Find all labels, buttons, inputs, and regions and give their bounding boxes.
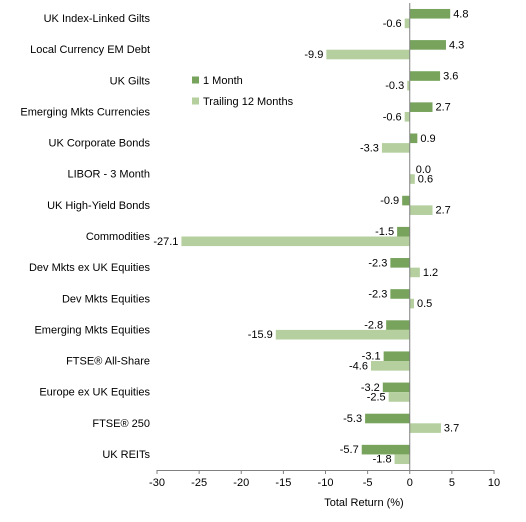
bar-trailing-12-months: [381, 143, 410, 153]
bar-1-month: [397, 226, 410, 237]
category-label: FTSE® All-Share: [66, 356, 150, 368]
x-tick-label: -20: [233, 477, 249, 489]
data-label: 2.7: [435, 205, 450, 217]
x-tick-label: 10: [488, 477, 500, 489]
bar-1-month: [390, 289, 410, 299]
data-label: -27.1: [153, 236, 178, 248]
data-label: -3.1: [362, 351, 381, 363]
data-label: -5.7: [340, 444, 359, 456]
data-label: -9.9: [304, 49, 323, 61]
bar-trailing-12-months: [326, 49, 410, 60]
data-label: -2.5: [367, 391, 386, 403]
data-label: -0.6: [383, 111, 402, 123]
legend-swatch-trailing-12-months: [192, 97, 199, 105]
bar-labels-group: 4.8-0.64.3-9.93.6-0.32.7-0.60.9-3.30.00.…: [153, 8, 468, 465]
data-label: -5.3: [343, 413, 362, 425]
bar-trailing-12-months: [409, 298, 414, 309]
x-axis: -30 -25 -20 -15 -10 -5 0 5 10: [149, 3, 500, 489]
bar-trailing-12-months: [394, 454, 410, 465]
category-label: Commodities: [86, 231, 151, 243]
data-label: -0.3: [385, 80, 404, 92]
x-tick-label: -30: [149, 477, 165, 489]
category-label: LIBOR - 3 Month: [67, 169, 150, 181]
bar-trailing-12-months: [388, 392, 410, 402]
bar-1-month: [365, 413, 410, 424]
bar-trailing-12-months: [181, 236, 410, 247]
data-label: -0.6: [383, 18, 402, 30]
x-tick-label: -15: [275, 477, 291, 489]
bar-1-month: [409, 102, 433, 112]
bar-1-month: [390, 258, 410, 268]
x-axis-label: Total Return (%): [324, 497, 403, 509]
bar-1-month: [409, 8, 451, 19]
bar-1-month: [409, 71, 441, 81]
data-label: 3.7: [444, 423, 459, 435]
bar-1-month: [402, 195, 410, 206]
bar-trailing-12-months: [275, 329, 410, 340]
data-label: 0.5: [417, 298, 432, 310]
data-label: -1.8: [373, 454, 392, 466]
data-label: -2.3: [368, 288, 387, 300]
legend-label-1-month: 1 Month: [203, 75, 243, 87]
data-label: -4.6: [349, 360, 368, 372]
data-label: -15.9: [248, 329, 273, 341]
data-label: 0.6: [418, 174, 433, 186]
bar-1-month: [409, 133, 418, 144]
data-label: -1.5: [375, 226, 394, 238]
bar-trailing-12-months: [404, 111, 410, 122]
data-label: 0.0: [416, 164, 431, 176]
legend-swatch-1-month: [192, 76, 199, 84]
category-label: UK Corporate Bonds: [49, 138, 151, 150]
category-label: Local Currency EM Debt: [30, 44, 150, 56]
x-tick-label: -10: [318, 477, 334, 489]
bar-trailing-12-months: [409, 174, 415, 184]
category-label: UK High-Yield Bonds: [47, 200, 150, 212]
data-label: -2.8: [364, 320, 383, 332]
category-label: FTSE® 250: [92, 418, 150, 430]
data-label: -3.2: [361, 382, 380, 394]
data-label: 3.6: [443, 71, 458, 83]
category-label: UK REITs: [102, 449, 150, 461]
data-label: 0.9: [420, 133, 435, 145]
data-label: -2.3: [368, 257, 387, 269]
bar-trailing-12-months: [409, 423, 441, 433]
category-label: Emerging Mkts Equities: [34, 324, 150, 336]
data-label: 4.8: [453, 8, 468, 20]
legend: 1 Month Trailing 12 Months: [192, 75, 294, 108]
data-label: 4.3: [449, 39, 464, 51]
bar-1-month: [386, 320, 410, 330]
data-label: -0.9: [380, 195, 399, 207]
bars-group: [181, 8, 451, 465]
bar-trailing-12-months: [370, 361, 410, 371]
bar-trailing-12-months: [407, 80, 410, 91]
data-label: 2.7: [435, 102, 450, 114]
category-label: Dev Mkts ex UK Equities: [29, 262, 151, 274]
bar-trailing-12-months: [409, 205, 433, 215]
bar-trailing-12-months: [404, 18, 410, 29]
bar-trailing-12-months: [409, 267, 420, 278]
x-tick-label: 0: [407, 477, 413, 489]
bar-1-month: [382, 382, 410, 393]
bar-1-month: [361, 444, 410, 455]
legend-label-trailing-12-months: Trailing 12 Months: [203, 96, 294, 108]
category-label: Dev Mkts Equities: [62, 293, 151, 305]
category-label: Europe ex UK Equities: [39, 387, 150, 399]
category-label: UK Gilts: [110, 75, 151, 87]
bar-1-month: [383, 351, 410, 362]
category-label: UK Index-Linked Gilts: [44, 13, 151, 25]
data-label: 1.2: [423, 267, 438, 279]
data-label: -3.3: [360, 142, 379, 154]
bar-1-month: [409, 40, 446, 50]
x-tick-label: -5: [363, 477, 373, 489]
x-tick-label: 5: [449, 477, 455, 489]
category-labels-group: UK Index-Linked Gilts Local Currency EM D…: [20, 13, 150, 461]
category-label: Emerging Mkts Currencies: [20, 106, 150, 118]
x-tick-label: -25: [191, 477, 207, 489]
